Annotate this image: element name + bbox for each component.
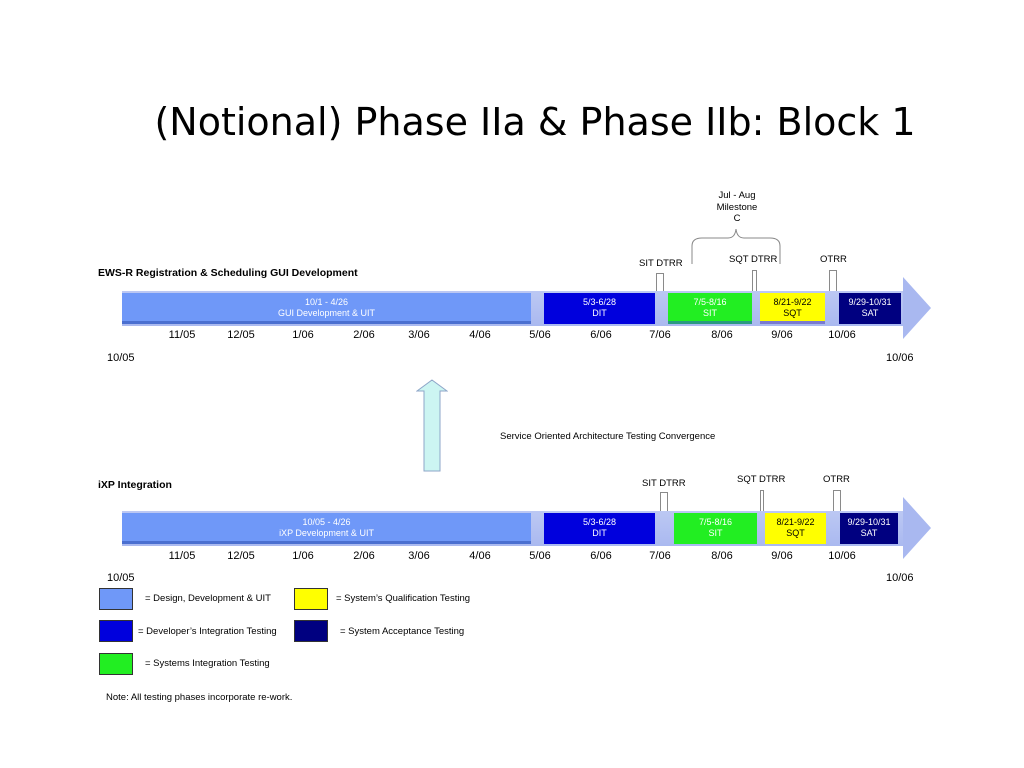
segment-dates: 5/3-6/28 [582,517,617,527]
legend-swatch-sit [99,653,133,675]
segment-name: SAT [861,308,879,318]
milestone-label: Jul - Aug Milestone C [700,190,774,225]
legend-swatch-design [99,588,133,610]
otrr-label: OTRR [823,474,850,485]
segment-dates: 9/29-10/31 [848,297,892,307]
timeline-end-label: 10/06 [886,352,914,364]
milestone-line: C [733,213,741,224]
tick-label: 9/06 [771,329,793,341]
tick-label: 3/06 [408,329,430,341]
sit-dtrr-gate [656,273,664,292]
segment-dates: 5/3-6/28 [582,297,617,307]
phase-segment-design: 10/05 - 4/26 iXP Development & UIT [122,513,531,544]
segment-dates: 8/21-9/22 [776,517,815,527]
legend-text-sit: = Systems Integration Testing [145,658,270,669]
tick-label: 10/06 [828,329,856,341]
page-title: (Notional) Phase IIa & Phase IIb: Block … [154,100,916,144]
milestone-brace [691,228,781,264]
tick-label: 11/05 [168,550,196,562]
tick-label: 8/06 [711,329,733,341]
segment-name: SQT [783,308,802,318]
sit-dtrr-label: SIT DTRR [642,478,686,489]
timeline-label: iXP Integration [98,479,172,491]
timeline-start-label: 10/05 [107,352,135,364]
otrr-gate [833,490,841,512]
segment-dates: 10/05 - 4/26 [302,517,351,527]
legend-text-sqt: = System’s Qualification Testing [336,593,471,604]
legend-text-sat: = System Acceptance Testing [340,626,465,637]
segment-name: SIT [708,528,723,538]
tick-label: 7/06 [649,329,671,341]
timeline-end-label: 10/06 [886,572,914,584]
milestone-line: Jul - Aug [718,190,756,201]
tick-label: 4/06 [469,550,491,562]
phase-segment-dit: 5/3-6/28 DIT [544,293,655,324]
tick-label: 5/06 [529,329,551,341]
tick-label: 3/06 [408,550,430,562]
tick-label: 2/06 [353,550,375,562]
legend-swatch-sat [294,620,328,642]
phase-segment-dit: 5/3-6/28 DIT [544,513,655,544]
segment-dates: 7/5-8/16 [693,297,727,307]
legend-swatch-dit [99,620,133,642]
tick-label: 9/06 [771,550,793,562]
legend-text-design: = Design, Development & UIT [145,593,271,604]
tick-label: 5/06 [529,550,551,562]
legend-swatch-sqt [294,588,328,610]
segment-name: SAT [860,528,878,538]
phase-segment-sit: 7/5-8/16 SIT [674,513,757,544]
tick-label: 10/06 [828,550,856,562]
sqt-dtrr-gate [752,270,757,292]
legend-text-dit: = Developer’s Integration Testing [138,626,277,637]
segment-name: iXP Development & UIT [279,528,374,538]
milestone-line: Milestone [716,201,758,213]
timeline-arrowhead [903,277,931,339]
otrr-label: OTRR [820,254,847,265]
phase-segment-design: 10/1 - 4/26 GUI Development & UIT [122,293,531,324]
timeline-arrowhead [903,497,931,559]
tick-label: 1/06 [292,550,314,562]
segment-name: SQT [786,528,805,538]
sit-dtrr-gate [660,492,668,512]
tick-label: 7/06 [649,550,671,562]
tick-label: 4/06 [469,329,491,341]
phase-segment-sqt: 8/21-9/22 SQT [760,293,825,324]
segment-dates: 9/29-10/31 [847,517,891,527]
segment-name: SIT [702,308,717,318]
phase-segment-sit: 7/5-8/16 SIT [668,293,752,324]
convergence-up-arrow [416,379,448,472]
segment-dates: 7/5-8/16 [698,517,733,527]
tick-label: 12/05 [227,550,255,562]
timeline-label: EWS-R Registration & Scheduling GUI Deve… [98,267,358,279]
segment-name: DIT [592,308,607,318]
sqt-dtrr-label: SQT DTRR [737,474,786,485]
phase-segment-sat: 9/29-10/31 SAT [839,293,901,324]
tick-label: 1/06 [292,329,314,341]
tick-label: 6/06 [590,550,612,562]
sqt-dtrr-label: SQT DTRR [729,254,778,265]
phase-segment-sqt: 8/21-9/22 SQT [765,513,826,544]
footnote: Note: All testing phases incorporate re-… [106,692,293,703]
segment-name: DIT [592,528,607,538]
timeline-start-label: 10/05 [107,572,135,584]
tick-label: 12/05 [227,329,255,341]
segment-dates: 10/1 - 4/26 [304,297,349,307]
segment-dates: 8/21-9/22 [773,297,812,307]
tick-label: 11/05 [168,329,196,341]
convergence-caption: Service Oriented Architecture Testing Co… [500,431,716,442]
sit-dtrr-label: SIT DTRR [639,258,683,269]
phase-segment-sat: 9/29-10/31 SAT [840,513,898,544]
otrr-gate [829,270,837,292]
tick-label: 2/06 [353,329,375,341]
segment-name: GUI Development & UIT [277,308,376,318]
tick-label: 6/06 [590,329,612,341]
sqt-dtrr-gate [760,490,764,512]
tick-label: 8/06 [711,550,733,562]
